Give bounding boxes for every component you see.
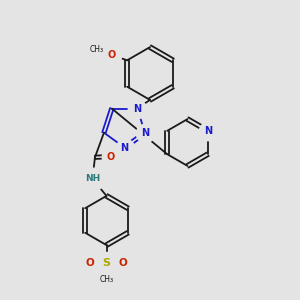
Text: O: O <box>85 257 94 268</box>
Text: N: N <box>133 103 141 113</box>
Text: N: N <box>141 128 149 138</box>
Text: NH: NH <box>85 174 100 183</box>
Text: N: N <box>204 126 212 136</box>
Text: O: O <box>106 152 115 162</box>
Text: N: N <box>120 142 129 153</box>
Text: CH₃: CH₃ <box>89 45 103 54</box>
Text: O: O <box>107 50 116 60</box>
Text: CH₃: CH₃ <box>99 275 114 284</box>
Text: O: O <box>118 257 127 268</box>
Text: S: S <box>103 258 110 268</box>
